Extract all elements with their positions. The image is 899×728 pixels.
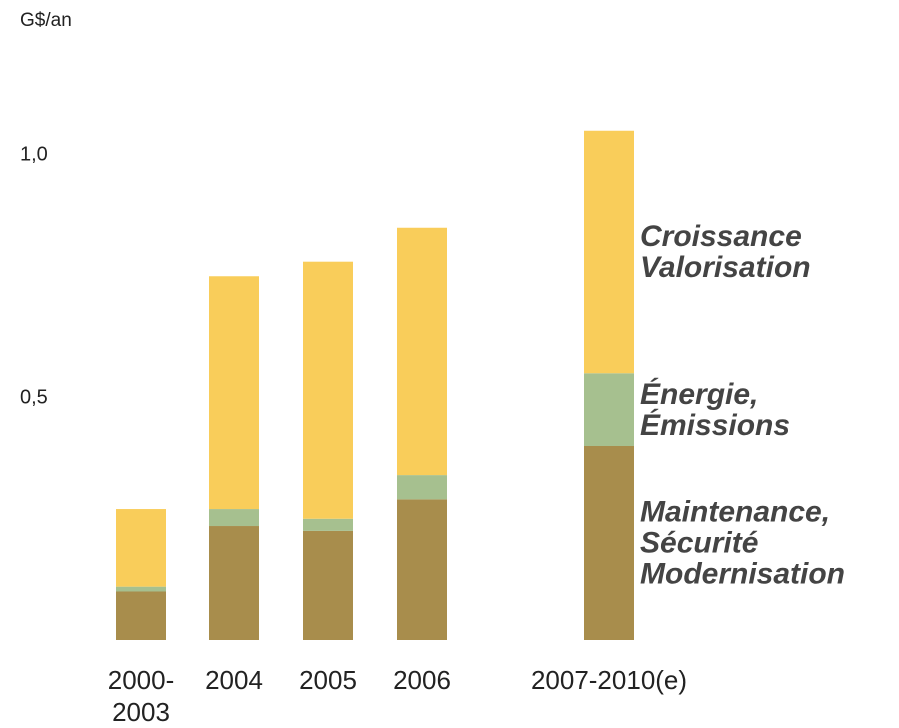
x-tick-label: 2000- 2003: [107, 665, 175, 727]
legend-label: Maintenance, Sécurité Modernisation: [640, 495, 846, 591]
legend-label: Croissance Valorisation: [640, 220, 811, 284]
y-axis-label: G$/an: [20, 10, 72, 31]
legend-label: Énergie, Émissions: [640, 377, 791, 442]
y-tick-label: 0,5: [20, 386, 48, 408]
bar-segment: [397, 475, 447, 500]
bar-segment: [397, 227, 447, 476]
bar-segment: [303, 518, 353, 531]
bar-segment: [584, 373, 634, 446]
bar-segment: [209, 526, 259, 640]
y-tick-label: 1,0: [20, 143, 48, 166]
bar-segment: [584, 130, 634, 374]
x-tick-label: 2004: [205, 665, 263, 695]
x-tick-label: 2006: [393, 665, 451, 695]
bar-segment: [397, 499, 447, 640]
bar-segment: [584, 446, 634, 640]
bar-segment: [116, 586, 166, 592]
bar-segment: [303, 530, 353, 640]
x-tick-label: 2005: [299, 665, 357, 695]
bar-segment: [116, 591, 166, 640]
bar-segment: [209, 509, 259, 527]
bar-segment: [303, 261, 353, 519]
bar-segment: [209, 276, 259, 510]
bar-segment: [116, 509, 166, 587]
x-tick-label: 2007-2010(e): [530, 665, 688, 695]
